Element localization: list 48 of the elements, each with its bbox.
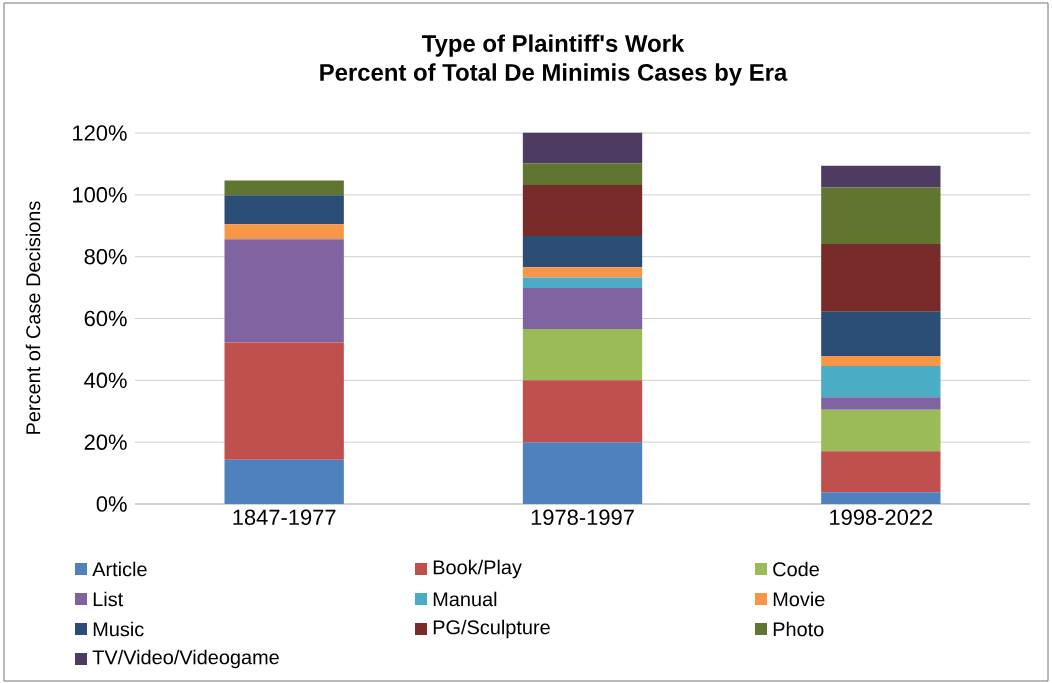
x-tick-label: 1998-2022 [830, 509, 933, 526]
bar [522, 267, 643, 278]
y-axis-title: Percent of Case Decisions [25, 201, 41, 434]
legend-label: List [93, 591, 124, 607]
bar [224, 195, 344, 225]
bar [224, 342, 344, 460]
bar [522, 287, 643, 330]
bar [821, 409, 941, 452]
y-tick-label: 80% [84, 248, 127, 265]
y-tick-label: 120% [73, 125, 127, 141]
bar [522, 329, 643, 381]
x-tick-label: 1978-1997 [531, 509, 634, 526]
bar [522, 380, 643, 443]
legend-label: Movie [773, 591, 825, 607]
bar [821, 366, 941, 398]
y-tick-label: 20% [84, 434, 127, 450]
bar [821, 492, 941, 504]
bar [522, 132, 643, 164]
bar [821, 165, 941, 188]
bar [224, 180, 344, 196]
legend-label: Music [93, 621, 144, 637]
bar [522, 277, 643, 288]
legend-label: Book/Play [433, 559, 522, 579]
chart-title: Type of Plaintiff's Work Percent of Total De Minimis Cases by Era [320, 34, 788, 86]
y-tick-label: 100% [73, 187, 127, 203]
y-tick-label: 40% [84, 372, 127, 389]
bar [821, 311, 941, 356]
legend-label: Code [773, 561, 819, 577]
bar [821, 243, 941, 312]
legend-label: TV/Video/Videogame [92, 649, 279, 669]
legend-label: Article [92, 561, 147, 577]
bar [821, 355, 941, 367]
y-tick-label: 0% [96, 496, 127, 512]
legend-label: Photo [773, 621, 824, 637]
bar [522, 235, 643, 268]
legend-label: Manual [433, 591, 497, 607]
x-tick-label: 1847-1977 [233, 509, 336, 526]
bar [522, 163, 643, 185]
bar [821, 397, 941, 410]
bar [224, 239, 344, 343]
bar [522, 442, 643, 504]
bar [821, 187, 941, 244]
bar [821, 451, 941, 493]
bar [224, 459, 344, 504]
bar [522, 184, 643, 236]
bar [224, 224, 344, 240]
legend-label: PG/Sculpture [433, 619, 550, 639]
y-tick-label: 60% [84, 310, 127, 327]
